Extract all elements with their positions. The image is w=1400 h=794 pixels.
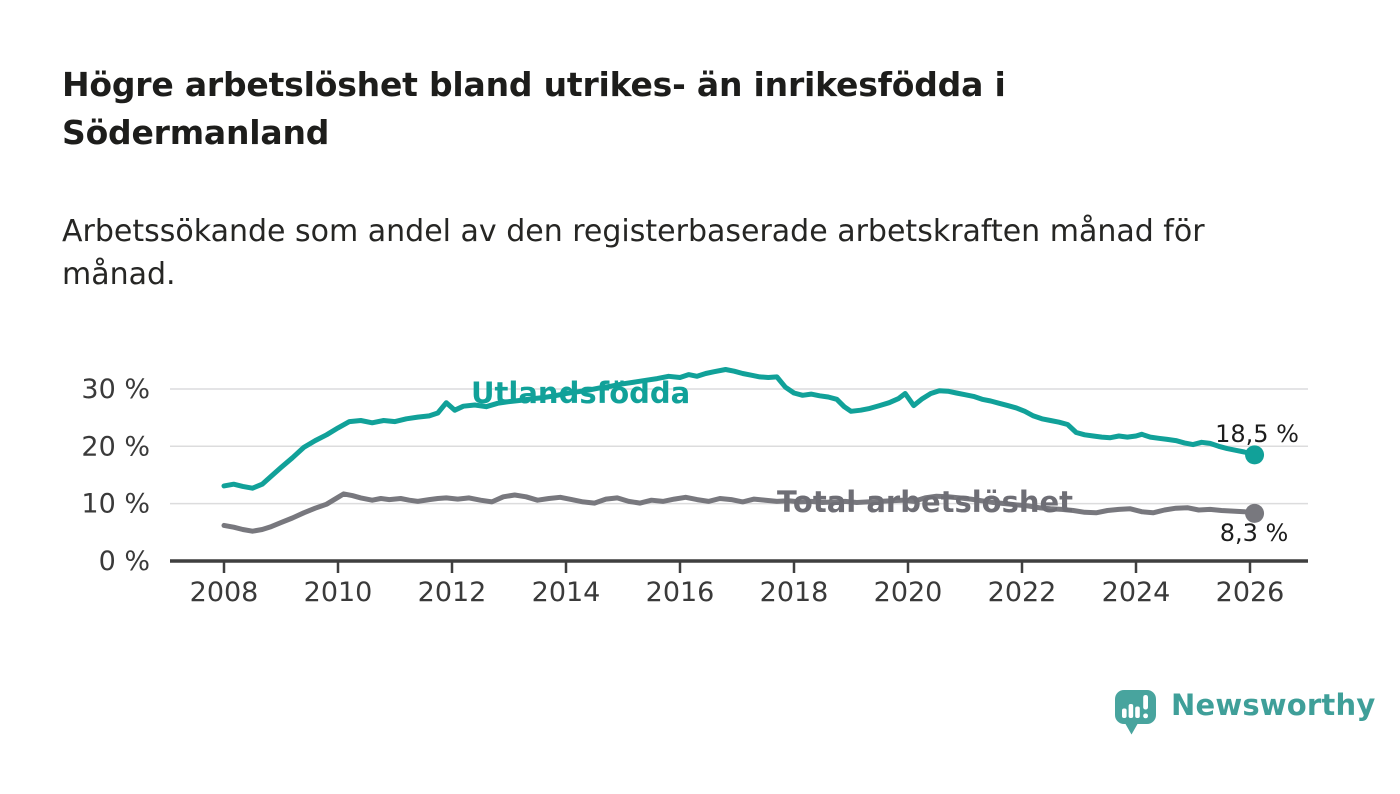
x-axis-tick-label: 2010 [304, 577, 373, 608]
x-axis-tick-label: 2008 [190, 577, 259, 608]
y-axis-tick-label: 20 % [81, 431, 150, 462]
y-axis-tick-label: 30 % [81, 374, 150, 405]
x-axis-tick-label: 2014 [532, 577, 601, 608]
series-label-utlandsfodda: Utlandsfödda [471, 376, 691, 410]
x-axis-tick-label: 2012 [418, 577, 487, 608]
x-axis-tick-label: 2016 [646, 577, 715, 608]
x-axis-tick-label: 2018 [760, 577, 829, 608]
y-axis-tick-label: 10 % [81, 489, 150, 520]
series-line-total-arbetsl-shet [221, 491, 1258, 534]
page-subtitle-line2: månad. [62, 257, 176, 292]
page-subtitle-line1: Arbetssökande som andel av den registerb… [62, 214, 1205, 249]
series-label-total-arbetsloshet: Total arbetslöshet [777, 485, 1074, 519]
x-axis-tick-label: 2024 [1102, 577, 1171, 608]
x-axis-tick-label: 2020 [874, 577, 943, 608]
newsworthy-speech-bubble-icon [1115, 690, 1156, 735]
page-title-line1: Högre arbetslöshet bland utrikes- än inr… [62, 65, 1006, 104]
page-title-line2: Södermanland [62, 113, 330, 152]
series-end-dot-utlandsf-dda [1245, 445, 1265, 465]
x-axis-tick-label: 2022 [988, 577, 1057, 608]
x-axis-tick-label: 2026 [1216, 577, 1285, 608]
newsworthy-logo: Newsworthy [1114, 688, 1375, 736]
series-line-utlandsf-dda [221, 367, 1258, 491]
end-value-label-total: 8,3 % [1219, 519, 1289, 547]
series-end-dot-total-arbetsl-shet [1245, 503, 1265, 523]
page-title: Högre arbetslöshet bland utrikes- än inr… [62, 61, 1242, 157]
page-subtitle: Arbetssökande som andel av den registerb… [62, 210, 1302, 296]
y-axis-tick-label: 0 % [99, 546, 150, 577]
end-value-label-utlandsfodda: 18,5 % [1215, 420, 1299, 448]
newsworthy-wordmark: Newsworthy [1171, 688, 1376, 722]
